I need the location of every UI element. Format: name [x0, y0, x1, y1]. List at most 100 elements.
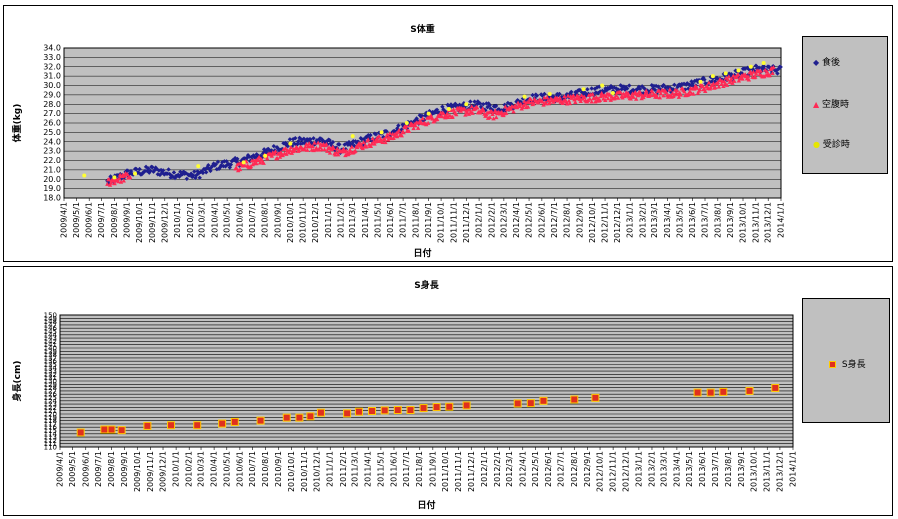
- after-meal-point: [209, 164, 214, 170]
- fasting-point: [587, 96, 593, 101]
- fasting-point: [454, 112, 459, 117]
- y-tick-label: 122: [44, 404, 57, 412]
- fasting-point: [745, 74, 751, 79]
- visit-point: [723, 71, 728, 76]
- fasting-point: [710, 83, 715, 88]
- x-tick-label: 2014/1/1: [777, 202, 786, 238]
- after-meal-point: [595, 90, 601, 96]
- after-meal-point: [181, 169, 186, 174]
- visit-point: [379, 130, 384, 135]
- after-meal-point: [709, 79, 715, 84]
- after-meal-point: [569, 89, 574, 95]
- y-tick-label: 131: [44, 374, 57, 382]
- after-meal-point: [203, 170, 209, 175]
- fasting-point: [287, 148, 293, 153]
- after-meal-point: [573, 89, 578, 95]
- after-meal-point: [551, 94, 557, 100]
- height-point: [393, 406, 402, 415]
- height-point: [570, 395, 579, 404]
- x-tick-label: 2012/11/1: [601, 202, 610, 243]
- after-meal-point: [296, 139, 301, 144]
- fasting-point: [125, 171, 130, 176]
- fasting-point: [317, 144, 323, 149]
- y-tick-label: 18.0: [43, 194, 61, 203]
- fasting-point: [261, 160, 266, 165]
- height-point: [193, 421, 202, 430]
- x-tick-label: 2011/3/1: [351, 451, 360, 487]
- fasting-point: [525, 104, 531, 109]
- fasting-point: [376, 134, 382, 139]
- after-meal-point: [652, 87, 658, 93]
- x-tick-label: 2012/8/1: [570, 451, 579, 487]
- x-tick-label: 2013/4/1: [672, 451, 681, 487]
- after-meal-point: [629, 91, 634, 96]
- height-legend: S身長: [802, 298, 890, 423]
- y-tick-label: 19.0: [43, 184, 61, 193]
- x-tick-label: 2014/1/1: [789, 451, 798, 487]
- after-meal-point: [729, 71, 734, 77]
- fasting-point: [732, 78, 737, 83]
- x-tick-label: 2013/2/1: [647, 451, 656, 487]
- fasting-point: [771, 65, 776, 70]
- x-tick-label: 2010/1/1: [172, 451, 181, 487]
- x-tick-label: 2010/11/1: [300, 451, 309, 492]
- fasting-point: [578, 99, 583, 104]
- y-tick-label: 149: [44, 315, 57, 323]
- after-meal-point: [342, 142, 347, 147]
- fasting-point: [324, 141, 329, 146]
- fasting-point: [504, 110, 509, 115]
- fasting-point: [613, 95, 618, 100]
- fasting-point: [767, 73, 772, 78]
- after-meal-point: [287, 137, 293, 142]
- height-point: [143, 421, 152, 430]
- x-tick-label: 2013/6/1: [688, 202, 697, 238]
- x-tick-label: 2013/6/1: [698, 451, 707, 487]
- after-meal-point: [663, 85, 668, 90]
- after-meal-point: [745, 65, 750, 71]
- after-meal-point: [603, 86, 608, 91]
- fasting-point: [469, 104, 474, 109]
- height-point: [256, 416, 265, 425]
- x-tick-label: 2010/12/1: [311, 202, 320, 243]
- x-tick-label: 2011/10/1: [441, 451, 450, 492]
- fasting-point: [349, 144, 354, 149]
- after-meal-point: [384, 129, 389, 134]
- y-tick-label: 32.0: [43, 62, 61, 71]
- after-meal-point: [208, 168, 213, 174]
- fasting-point: [395, 134, 400, 139]
- fasting-point: [312, 140, 317, 145]
- after-meal-point: [127, 171, 133, 176]
- fasting-point: [650, 89, 655, 94]
- after-meal-point: [217, 165, 223, 170]
- after-meal-point: [604, 88, 609, 93]
- after-meal-point: [598, 89, 603, 94]
- fasting-point: [256, 157, 261, 162]
- fasting-point: [746, 77, 752, 82]
- fasting-point: [736, 78, 742, 83]
- x-tick-label: 2009/7/1: [94, 451, 103, 487]
- after-meal-point: [368, 132, 373, 138]
- fasting-point: [281, 147, 286, 152]
- after-meal-point: [636, 84, 642, 90]
- y-tick-label: 120: [44, 411, 57, 419]
- fasting-point: [724, 82, 730, 87]
- x-tick-label: 2009/11/1: [148, 202, 157, 243]
- fasting-point: [121, 178, 126, 183]
- x-tick-label: 2011/4/1: [364, 451, 373, 487]
- fasting-point: [641, 95, 646, 100]
- after-meal-point: [621, 84, 627, 89]
- fasting-point: [383, 140, 388, 145]
- fasting-point: [450, 114, 455, 119]
- after-meal-point: [139, 172, 144, 177]
- fasting-point: [322, 147, 327, 152]
- fasting-point: [396, 127, 402, 132]
- x-tick-label: 2010/3/1: [197, 451, 206, 487]
- after-meal-point: [778, 64, 783, 70]
- fasting-point: [511, 109, 516, 114]
- height-point: [380, 406, 389, 415]
- legend-item-visit: ● 受診時: [813, 137, 850, 150]
- x-tick-label: 2011/12/1: [462, 202, 471, 243]
- fasting-point: [344, 148, 349, 153]
- after-meal-point: [661, 82, 666, 88]
- fasting-point: [708, 85, 713, 90]
